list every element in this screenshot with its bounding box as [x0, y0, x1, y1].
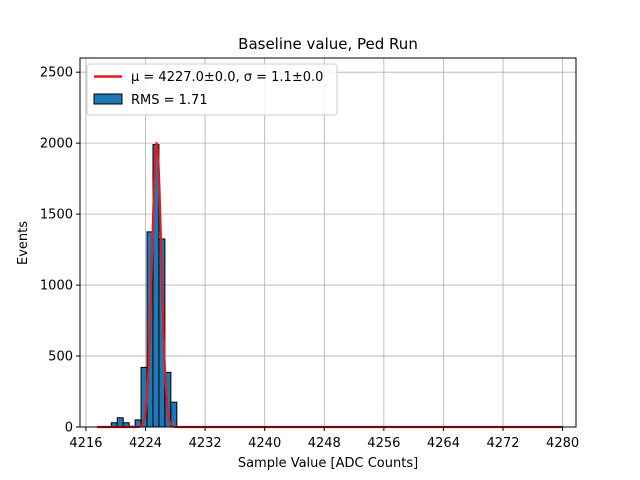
- y-tick-label-4: 2000: [40, 137, 73, 152]
- x-tick-label-4: 4248: [308, 436, 341, 451]
- legend-fit-label: μ = 4227.0±0.0, σ = 1.1±0.0: [131, 70, 323, 85]
- legend-histogram-label: RMS = 1.71: [131, 93, 208, 108]
- plot-frame: [79, 57, 577, 428]
- y-axis-ticks: 0 500 1000 1500 2000 2500: [40, 66, 80, 436]
- histogram-bar-1: [116, 417, 124, 428]
- x-tick-label-7: 4272: [486, 436, 519, 451]
- x-tick-label-3: 4240: [248, 436, 281, 451]
- y-tick-label-1: 500: [48, 350, 73, 365]
- legend-histogram-swatch: [93, 93, 123, 105]
- x-axis-label: Sample Value [ADC Counts]: [238, 456, 418, 471]
- x-tick-label-0: 4216: [69, 436, 102, 451]
- histogram-bar-10: [170, 401, 178, 428]
- x-tick-label-8: 4280: [546, 436, 579, 451]
- y-tick-label-0: 0: [65, 421, 73, 436]
- y-tick-label-2: 1000: [40, 279, 73, 294]
- x-tick-label-1: 4224: [129, 436, 162, 451]
- y-axis-label: Events: [16, 221, 31, 265]
- legend: μ = 4227.0±0.0, σ = 1.1±0.0 RMS = 1.71: [86, 63, 338, 116]
- x-axis-ticks: 4216 4224 4232 4240 4248 4256 4264 4272 4280: [69, 427, 579, 451]
- legend-box: [86, 63, 338, 116]
- x-tick-label-6: 4264: [427, 436, 460, 451]
- chart-title: Baseline value, Ped Run: [238, 35, 418, 53]
- y-tick-label-3: 1500: [40, 208, 73, 223]
- histogram-bars: [110, 144, 178, 428]
- x-tick-label-5: 4256: [367, 436, 400, 451]
- x-tick-label-2: 4232: [189, 436, 222, 451]
- y-tick-label-5: 2500: [40, 66, 73, 81]
